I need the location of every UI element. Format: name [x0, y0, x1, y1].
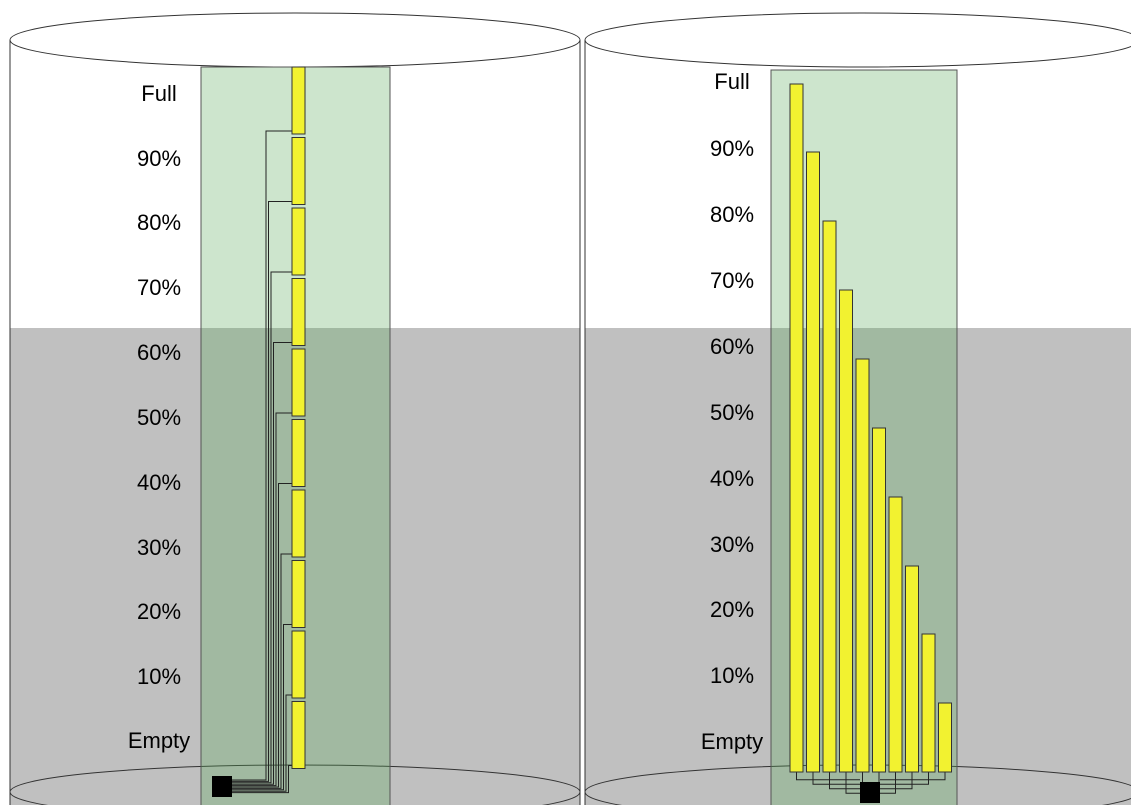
probe — [806, 151, 820, 773]
wire — [232, 342, 292, 785]
wire — [232, 201, 292, 782]
level-label: 70% — [137, 275, 181, 300]
sensors — [212, 66, 952, 803]
wire — [232, 694, 292, 792]
level-label: 30% — [710, 532, 754, 557]
wire — [232, 765, 292, 794]
sensor-segment — [291, 701, 306, 769]
sensor-segment — [291, 489, 306, 558]
sensor-segment — [291, 560, 306, 628]
level-label: 30% — [137, 535, 181, 560]
level-labels: Full 90% 80% 70% 60% 50% 40% 30% 20% 10% Empty Full… — [128, 69, 763, 754]
level-label: 50% — [137, 405, 181, 430]
level-label: Empty — [701, 729, 763, 754]
wire — [232, 483, 292, 788]
probe — [888, 496, 903, 773]
wire — [880, 772, 946, 781]
probe — [789, 83, 804, 773]
level-label: 20% — [137, 599, 181, 624]
wire — [232, 624, 292, 791]
level-label: 50% — [710, 400, 754, 425]
sensor-segment — [291, 348, 306, 417]
level-label: 90% — [710, 136, 754, 161]
wire — [232, 412, 292, 787]
sensor-segment — [291, 66, 306, 135]
wire — [232, 553, 292, 789]
sensor-segment — [291, 278, 306, 346]
level-label: 10% — [137, 664, 181, 689]
tank-top — [584, 12, 1131, 68]
wire — [232, 130, 292, 781]
wire — [796, 772, 860, 781]
probe — [938, 702, 952, 773]
sensor-segment — [291, 419, 306, 487]
probe — [905, 565, 919, 773]
probe — [855, 358, 870, 773]
wire — [880, 772, 913, 790]
level-label: 10% — [710, 663, 754, 688]
probe — [839, 289, 853, 773]
wire — [880, 772, 896, 794]
level-label: 80% — [137, 210, 181, 235]
wire — [880, 772, 929, 785]
wire — [812, 772, 860, 785]
level-label: 90% — [137, 146, 181, 171]
probe — [921, 633, 936, 773]
tank-top — [9, 12, 581, 68]
wire — [232, 271, 292, 784]
sensor-segment — [291, 630, 306, 699]
controller — [860, 782, 880, 803]
level-label: 20% — [710, 597, 754, 622]
level-label: 60% — [137, 340, 181, 365]
level-label: Full — [714, 69, 749, 94]
probe — [822, 220, 837, 773]
level-label: 80% — [710, 202, 754, 227]
level-label: 70% — [710, 268, 754, 293]
wire — [845, 772, 860, 794]
sensor-segment — [291, 137, 306, 205]
level-label: 60% — [710, 334, 754, 359]
sensor-segment — [291, 207, 306, 276]
level-label: Full — [141, 81, 176, 106]
controller — [212, 776, 232, 797]
probe — [872, 427, 886, 773]
wire — [829, 772, 860, 790]
level-label: 40% — [137, 470, 181, 495]
level-label: 40% — [710, 466, 754, 491]
level-label: Empty — [128, 728, 190, 753]
